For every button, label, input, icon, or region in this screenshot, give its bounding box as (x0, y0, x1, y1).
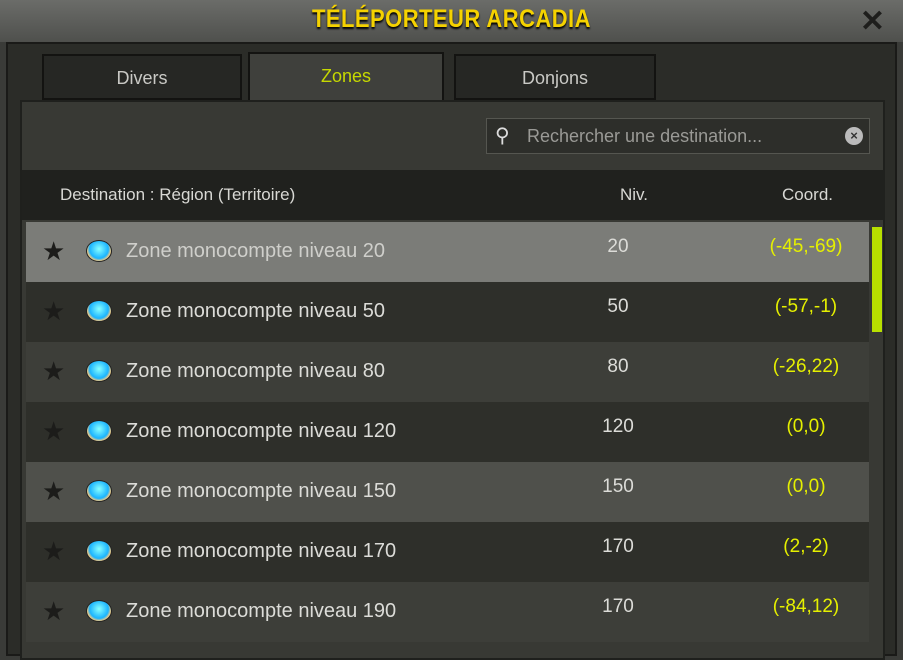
zaap-icon (86, 240, 112, 262)
zaap-icon (86, 420, 112, 442)
coordinates: (-84,12) (772, 596, 840, 617)
destination-name: Zone monocompte niveau 150 (126, 480, 397, 502)
level: 80 (607, 356, 629, 377)
coordinates: (2,-2) (783, 536, 829, 557)
header-coord[interactable]: Coord. (782, 185, 834, 204)
tab-zones[interactable]: Zones (248, 52, 444, 102)
clear-icon[interactable]: × (845, 127, 863, 145)
favorite-star-icon[interactable]: ★ (42, 236, 66, 266)
zaap-icon (86, 360, 112, 382)
search-placeholder: Rechercher une destination... (527, 126, 763, 146)
zaap-icon (86, 480, 112, 502)
table-row[interactable]: ★ Zone monocompte niveau 170 170 (2,-2) (26, 522, 869, 582)
favorite-star-icon[interactable]: ★ (42, 296, 66, 326)
search-input[interactable]: ⚲ Rechercher une destination... × (486, 118, 870, 154)
window-frame: Divers Zones Donjons ⚲ Rechercher une de… (6, 42, 897, 660)
coordinates: (-45,-69) (769, 236, 843, 257)
scrollbar-thumb[interactable] (872, 227, 882, 332)
table-row[interactable]: ★ Zone monocompte niveau 50 50 (-57,-1) (26, 282, 869, 342)
destination-name: Zone monocompte niveau 170 (126, 540, 397, 562)
level: 120 (602, 416, 634, 437)
table-row[interactable]: ★ Zone monocompte niveau 190 170 (-84,12… (26, 582, 869, 642)
favorite-star-icon[interactable]: ★ (42, 476, 66, 506)
zaap-icon (86, 300, 112, 322)
header-destination[interactable]: Destination : Région (Territoire) (60, 185, 296, 204)
level: 170 (602, 596, 634, 617)
destination-name: Zone monocompte niveau 80 (126, 360, 386, 382)
destination-name: Zone monocompte niveau 120 (126, 420, 397, 442)
table-row[interactable]: ★ Zone monocompte niveau 20 20 (-45,-69) (26, 222, 869, 282)
table-row[interactable]: ★ Zone monocompte niveau 80 80 (-26,22) (26, 342, 869, 402)
coordinates: (-26,22) (772, 356, 840, 377)
table-row[interactable]: ★ Zone monocompte niveau 150 150 (0,0) (26, 462, 869, 522)
table-header: Destination : Région (Territoire) Niv. C… (22, 170, 885, 220)
level: 20 (607, 236, 629, 257)
title-bar: TÉLÉPORTEUR ARCADIA ✕ (0, 0, 903, 42)
content-panel: ⚲ Rechercher une destination... × Destin… (20, 100, 885, 660)
destination-name: Zone monocompte niveau 50 (126, 300, 386, 322)
level: 150 (602, 476, 634, 497)
level: 50 (607, 296, 629, 317)
table-row[interactable]: ★ Zone monocompte niveau 120 120 (0,0) (26, 402, 869, 462)
search-icon: ⚲ (495, 125, 510, 147)
favorite-star-icon[interactable]: ★ (42, 356, 66, 386)
header-niv[interactable]: Niv. (620, 185, 649, 204)
tab-divers[interactable]: Divers (42, 54, 242, 100)
favorite-star-icon[interactable]: ★ (42, 536, 66, 566)
window-title: TÉLÉPORTEUR ARCADIA (312, 5, 591, 33)
destination-name: Zone monocompte niveau 20 (126, 240, 386, 262)
favorite-star-icon[interactable]: ★ (42, 416, 66, 446)
coordinates: (0,0) (786, 476, 826, 497)
tab-donjons[interactable]: Donjons (454, 54, 656, 100)
zaap-icon (86, 540, 112, 562)
favorite-star-icon[interactable]: ★ (42, 596, 66, 626)
zaap-icon (86, 600, 112, 622)
close-icon[interactable]: ✕ (859, 5, 885, 38)
coordinates: (-57,-1) (774, 296, 838, 317)
destination-name: Zone monocompte niveau 190 (126, 600, 397, 622)
level: 170 (602, 536, 634, 557)
coordinates: (0,0) (786, 416, 826, 437)
